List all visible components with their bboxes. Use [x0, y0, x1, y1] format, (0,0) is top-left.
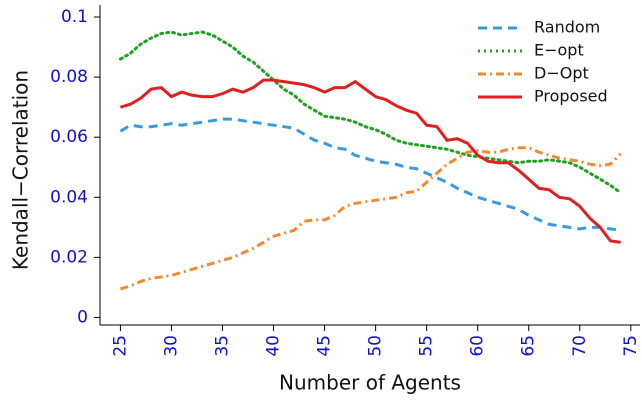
legend-label: D−Opt: [534, 64, 589, 83]
x-tick-label: 30: [161, 335, 181, 357]
y-tick-label: 0.06: [50, 127, 88, 147]
x-tick-label: 45: [315, 335, 335, 357]
series-line: [118, 30, 623, 195]
y-axis-title: Kendall−Correlation: [9, 70, 33, 270]
series-line: [119, 117, 621, 232]
legend-label: Proposed: [534, 87, 608, 106]
x-tick-label: 55: [417, 335, 437, 357]
x-tick-label: 75: [621, 335, 641, 357]
x-tick-label: 25: [110, 335, 130, 357]
x-tick-label: 35: [212, 335, 232, 357]
series-line: [119, 146, 622, 291]
x-tick-label: 70: [570, 335, 590, 357]
y-tick-label: 0.1: [61, 7, 88, 27]
x-tick-label: 40: [264, 335, 284, 357]
x-tick-label: 60: [468, 335, 488, 357]
x-tick-label: 65: [519, 335, 539, 357]
legend-label: E−opt: [534, 41, 584, 60]
y-tick-label: 0.04: [50, 187, 88, 207]
y-tick-label: 0.02: [50, 247, 88, 267]
x-axis-title: Number of Agents: [279, 371, 461, 395]
y-tick-label: 0.08: [50, 67, 88, 87]
x-tick-label: 50: [366, 335, 386, 357]
series-line: [119, 78, 621, 244]
legend-label: Random: [534, 18, 600, 37]
y-tick-label: 0: [77, 307, 88, 327]
